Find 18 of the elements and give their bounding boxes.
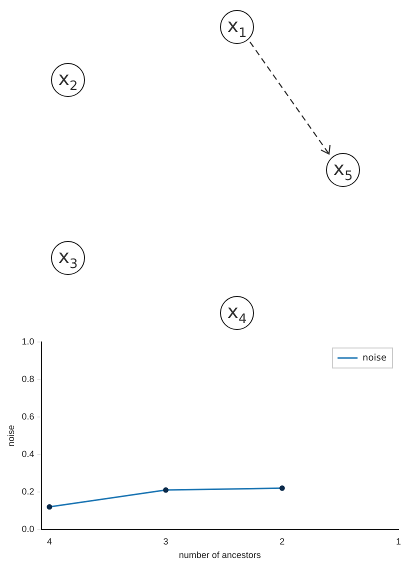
y-tick-label: 0.4 <box>22 448 34 459</box>
x-tick-label: 1 <box>396 536 402 546</box>
x-tick-label: 4 <box>46 536 52 546</box>
x-axis-title: number of ancestors <box>178 550 262 560</box>
legend-label: noise <box>362 353 387 364</box>
y-tick-label: 0.6 <box>22 411 34 422</box>
text: x$_{2}$ <box>58 68 78 94</box>
y-tick-label: 0.2 <box>22 486 34 496</box>
text: x$_{3}$ <box>58 246 78 272</box>
y-axis-title: noise <box>6 424 16 446</box>
y-tick-label: 0.0 <box>22 524 34 534</box>
x-tick-label: 2 <box>280 536 285 546</box>
text: x$_{1}$ <box>227 15 247 41</box>
y-tick-label: 1.0 <box>22 336 34 346</box>
y-tick-label: 0.8 <box>22 374 34 384</box>
text: x$_{5}$ <box>333 158 353 184</box>
text: x$_{4}$ <box>227 301 247 327</box>
x-tick-label: 3 <box>163 536 168 546</box>
